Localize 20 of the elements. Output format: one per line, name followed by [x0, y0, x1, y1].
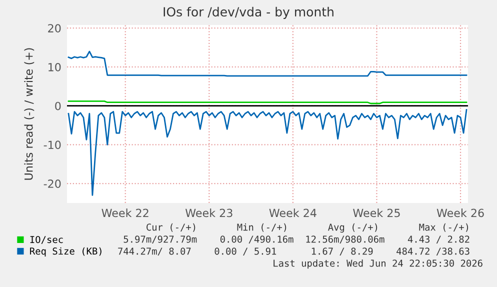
- text: Cur (-/+) Min (-/+) Avg (-/+) Max (-/+): [146, 223, 468, 233]
- y-axis-title: Units read (-) / write (+): [24, 48, 34, 180]
- x-tick-label: Week 23: [185, 208, 232, 218]
- y-tick-label: 0: [55, 102, 61, 110]
- x-tick-label: Week 26: [436, 208, 484, 218]
- chart-title: IOs for /dev/vda - by month: [164, 6, 334, 19]
- y-tick-label: -20: [44, 180, 61, 188]
- y-tick-label: 20: [48, 24, 61, 32]
- legend-label: IO/sec: [30, 236, 63, 244]
- text: 5.97m/927.79m 0.00 /490.16m 12.56m/980.06m 4.43 / 2.82: [124, 236, 470, 244]
- x-tick-label: Week 22: [102, 208, 148, 218]
- text: 744.27m/ 8.07 0.00 / 5.91 1.67 / 8.29 484.72 /38.63: [118, 248, 470, 256]
- text: Last update: Wed Jun 24 22:05:30 2026: [274, 259, 482, 269]
- line-series: [68, 109, 468, 196]
- y-tick-label: 10: [48, 62, 61, 72]
- line-series: [68, 50, 468, 77]
- y-tick-label: -10: [44, 140, 61, 150]
- x-tick-label: Week 25: [353, 208, 400, 218]
- legend-label: Req Size (KB): [30, 247, 102, 257]
- x-tick-label: Week 24: [269, 208, 316, 218]
